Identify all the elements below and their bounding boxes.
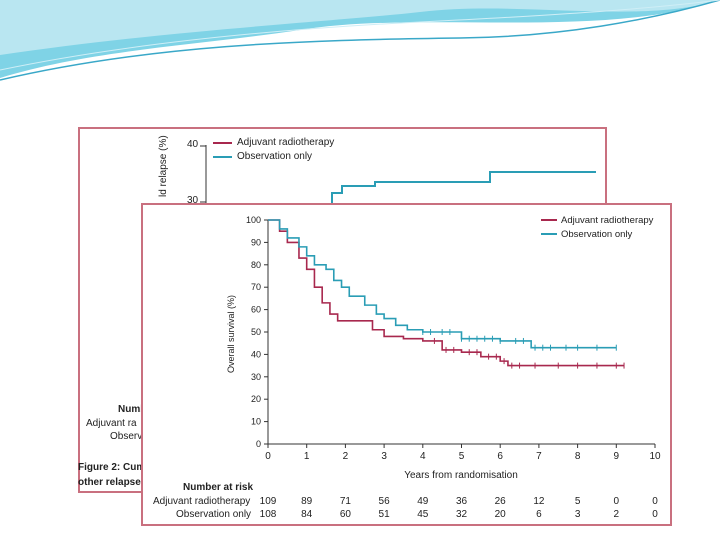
- background-y-label: ld relapse (%): [158, 135, 169, 197]
- y-tick-label: 20: [251, 394, 261, 404]
- risk-value: 89: [301, 496, 313, 507]
- survival-figure: 0 10 20 30 40 50 60 70 80 90 100 0 1 2 3 4 5 6 7 8 9 10 Adjuv…: [141, 203, 672, 526]
- risk-value: 0: [652, 509, 658, 520]
- risk-value: 109: [259, 496, 277, 507]
- risk-value: 56: [378, 496, 390, 507]
- risk-value: 71: [339, 496, 351, 507]
- legend-label: Adjuvant radiotherapy: [561, 215, 654, 226]
- y-tick-label: 40: [251, 349, 261, 359]
- curves: [268, 219, 625, 369]
- y-tick-label: 50: [251, 327, 261, 337]
- y-tick-label: 90: [251, 237, 261, 247]
- number-at-risk-title: Number at risk: [183, 482, 254, 493]
- background-row-label: Adjuvant ra: [86, 418, 137, 429]
- y-tick-label: 10: [251, 417, 261, 427]
- background-observation-curve: [320, 171, 596, 206]
- x-tick-label: 7: [536, 451, 542, 462]
- y-tick-label: 80: [251, 260, 261, 270]
- risk-value: 45: [417, 509, 429, 520]
- background-legend-label: Observation only: [237, 151, 313, 162]
- y-tick-label: 30: [251, 372, 261, 382]
- background-tick-label: 30: [187, 195, 199, 206]
- risk-value: 12: [533, 496, 545, 507]
- y-tick-label: 100: [246, 215, 261, 225]
- axes: 0 10 20 30 40 50 60 70 80 90 100 0 1 2 3 4 5 6 7 8 9 10: [246, 215, 661, 462]
- risk-value: 51: [378, 509, 390, 520]
- x-tick-label: 3: [381, 451, 387, 462]
- risk-value: 6: [536, 509, 542, 520]
- radiotherapy-curve: [268, 219, 625, 367]
- risk-value: 3: [574, 509, 581, 520]
- risk-value: 36: [455, 496, 468, 507]
- header-wave: [0, 0, 720, 81]
- background-legend-label: Adjuvant radiotherapy: [237, 137, 335, 148]
- wave-line-light: [0, 0, 720, 71]
- risk-value: 60: [339, 509, 351, 520]
- x-tick-label: 2: [343, 451, 349, 462]
- x-tick-label: 4: [420, 451, 426, 462]
- background-caption: Figure 2: Cum: [78, 462, 146, 473]
- background-number-at-risk: Numb: [118, 404, 147, 415]
- risk-value: 0: [652, 496, 658, 507]
- risk-value: 84: [301, 509, 313, 520]
- background-row-label: Observ: [110, 431, 143, 442]
- y-axis-label: Overall survival (%): [226, 295, 236, 373]
- risk-value: 32: [455, 509, 468, 520]
- x-axis-label: Years from randomisation: [404, 470, 518, 481]
- risk-value: 20: [494, 509, 506, 520]
- background-caption: other relapse: [78, 477, 141, 488]
- x-tick-label: 9: [614, 451, 620, 462]
- x-tick-label: 8: [575, 451, 581, 462]
- legend: Adjuvant radiotherapy Observation only: [541, 215, 654, 240]
- y-tick-label: 70: [251, 282, 261, 292]
- risk-value: 0: [613, 496, 620, 507]
- wave-line: [0, 0, 720, 81]
- risk-row-label-obs: Observation only: [176, 509, 252, 520]
- x-tick-label: 10: [649, 451, 661, 462]
- x-tick-label: 1: [304, 451, 310, 462]
- legend-label: Observation only: [561, 229, 633, 240]
- risk-row-label-radio: Adjuvant radiotherapy: [153, 496, 251, 507]
- risk-value: 49: [417, 496, 429, 507]
- x-tick-label: 0: [265, 451, 271, 462]
- y-tick-label: 60: [251, 305, 261, 315]
- risk-value: 5: [574, 496, 581, 507]
- wave-highlight: [0, 0, 720, 55]
- survival-chart: 0 10 20 30 40 50 60 70 80 90 100 0 1 2 3 4 5 6 7 8 9 10 Adjuv…: [226, 215, 661, 481]
- risk-value: 26: [494, 496, 506, 507]
- background-plot: [200, 142, 596, 209]
- background-tick-label: 40: [187, 139, 199, 150]
- risk-value: 108: [259, 509, 277, 520]
- x-tick-label: 5: [459, 451, 465, 462]
- y-tick-label: 0: [256, 439, 261, 449]
- risk-value: 2: [613, 509, 620, 520]
- x-tick-label: 6: [497, 451, 503, 462]
